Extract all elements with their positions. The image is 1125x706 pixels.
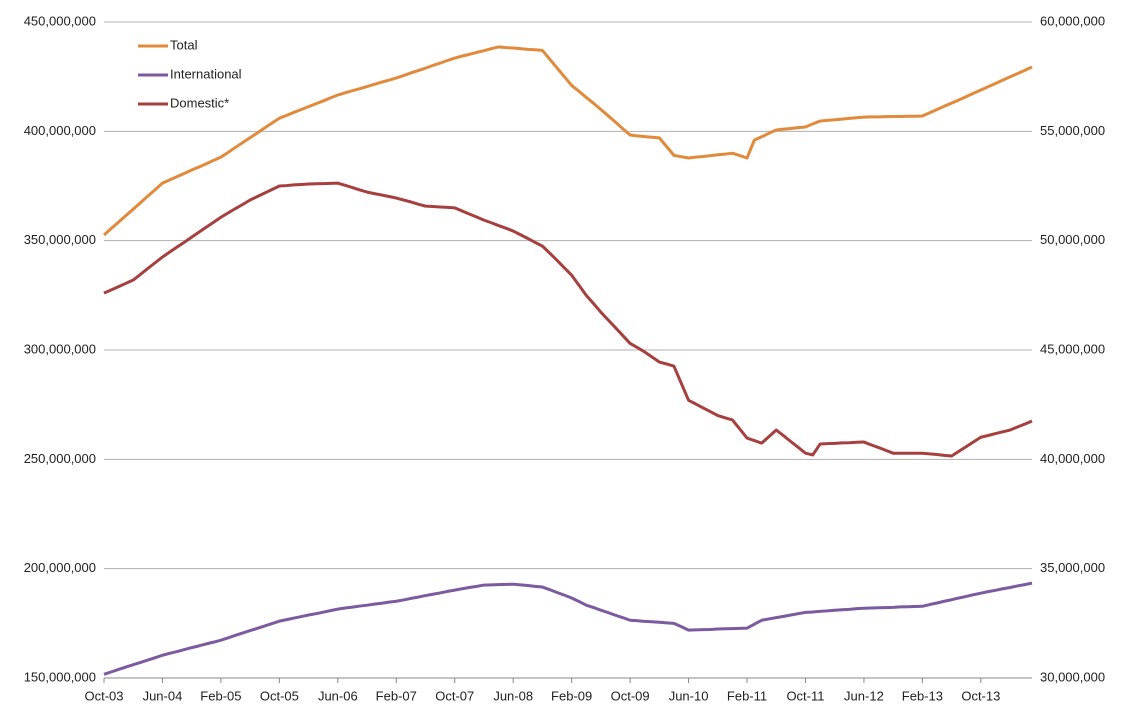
x-tick-label: Feb-05 xyxy=(200,688,241,703)
x-tick-label: Oct-09 xyxy=(611,688,650,703)
x-tick-label: Feb-13 xyxy=(902,688,943,703)
y-tick-label: 300,000,000 xyxy=(24,341,96,356)
y2-tick-label: 35,000,000 xyxy=(1040,560,1105,575)
x-tick-label: Feb-07 xyxy=(376,688,417,703)
x-tick-label: Oct-07 xyxy=(435,688,474,703)
x-tick-label: Feb-09 xyxy=(551,688,592,703)
y-tick-label: 200,000,000 xyxy=(24,560,96,575)
y2-tick-label: 45,000,000 xyxy=(1040,341,1105,356)
x-tick-label: Oct-03 xyxy=(84,688,123,703)
series-line xyxy=(102,45,1033,237)
x-tick-label: Jun-12 xyxy=(844,688,884,703)
x-tick-label: Oct-13 xyxy=(961,688,1000,703)
legend-label: International xyxy=(170,66,242,81)
series-line xyxy=(103,581,1033,676)
y-tick-label: 400,000,000 xyxy=(24,123,96,138)
x-tick-label: Jun-08 xyxy=(493,688,533,703)
y-tick-label: 350,000,000 xyxy=(24,232,96,247)
y-tick-label: 250,000,000 xyxy=(24,451,96,466)
y2-tick-label: 60,000,000 xyxy=(1040,13,1105,28)
x-tick-label: Jun-04 xyxy=(143,688,183,703)
x-tick-label: Jun-10 xyxy=(669,688,709,703)
series-line xyxy=(103,181,1033,458)
x-tick-label: Jun-06 xyxy=(318,688,358,703)
y2-tick-label: 40,000,000 xyxy=(1040,451,1105,466)
legend-label: Domestic* xyxy=(170,95,229,110)
y-tick-label: 150,000,000 xyxy=(24,669,96,684)
x-tick-label: Oct-05 xyxy=(260,688,299,703)
x-tick-label: Oct-11 xyxy=(786,688,824,703)
y2-tick-label: 55,000,000 xyxy=(1040,123,1105,138)
x-tick-label: Feb-11 xyxy=(727,688,767,703)
y2-tick-label: 50,000,000 xyxy=(1040,232,1105,247)
legend-label: Total xyxy=(170,37,198,52)
y2-tick-label: 30,000,000 xyxy=(1040,669,1105,684)
y-tick-label: 450,000,000 xyxy=(24,13,96,28)
